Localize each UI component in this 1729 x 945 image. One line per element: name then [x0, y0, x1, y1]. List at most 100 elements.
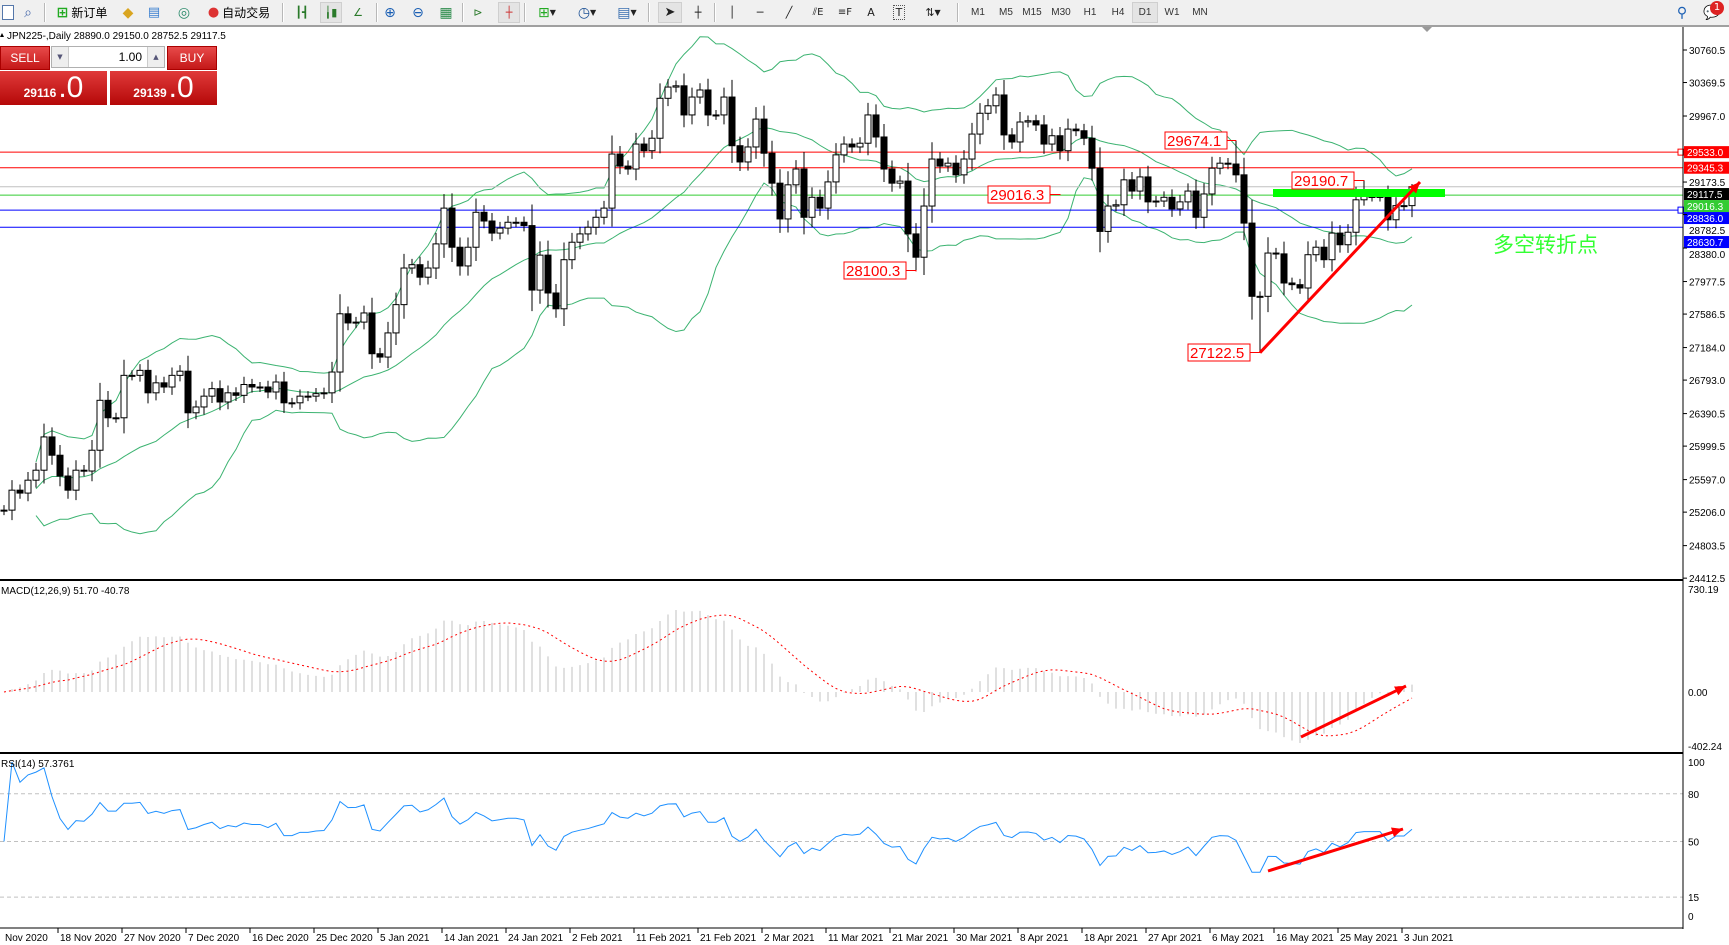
- timeframe-m1[interactable]: M1: [971, 7, 985, 18]
- bar-chart-icon[interactable]: ┃┫: [295, 6, 309, 19]
- text-tool-icon[interactable]: A: [867, 6, 875, 19]
- price-tick-label: 25999.5: [1689, 442, 1726, 453]
- buy-price[interactable]: 29139.0: [110, 71, 217, 105]
- timeframe-m30[interactable]: M30: [1051, 7, 1071, 18]
- buy-button[interactable]: BUY: [167, 46, 217, 70]
- price-annotation-box[interactable]: [1164, 131, 1228, 150]
- timeframe-m15[interactable]: M15: [1022, 7, 1042, 18]
- collapse-triangle-icon[interactable]: [0, 33, 4, 37]
- candle-bearish: [640, 143, 648, 152]
- timeframe-mn[interactable]: MN: [1192, 7, 1208, 18]
- price-tick-label: 30760.5: [1689, 46, 1726, 57]
- candle-bearish: [1168, 196, 1176, 210]
- lot-value[interactable]: 1.00: [118, 50, 142, 64]
- candle-bullish: [1400, 205, 1408, 208]
- candle-bullish: [568, 241, 576, 261]
- candle-bearish: [1336, 232, 1344, 246]
- candle-bearish: [544, 254, 552, 294]
- horizontal-line-icon[interactable]: ─: [756, 6, 764, 19]
- fibonacci-icon[interactable]: ≡F: [837, 7, 853, 18]
- candle-bullish: [152, 382, 160, 394]
- search-icon[interactable]: ⚲: [1676, 4, 1688, 21]
- time-tick-label: 16 May 2021: [1276, 933, 1334, 944]
- candle-bullish: [1312, 246, 1320, 256]
- navigator-icon[interactable]: ▤: [147, 5, 161, 20]
- horizontal-levels[interactable]: [0, 148, 1685, 228]
- annotations[interactable]: 29674.1 29016.3 28100.3 27122.5 29190.7: [843, 131, 1445, 362]
- level-price-badge: [1684, 212, 1729, 225]
- candle-bearish: [552, 292, 560, 310]
- candle-bullish: [632, 143, 640, 170]
- price-annotation-box[interactable]: [1187, 343, 1251, 362]
- candle-bullish: [1304, 254, 1312, 289]
- crosshair-icon[interactable]: ┼: [694, 6, 702, 19]
- candle-bearish: [160, 382, 168, 388]
- price-annotation-box[interactable]: [843, 261, 907, 280]
- auto-trading-button[interactable]: ● 自动交易: [207, 5, 271, 20]
- macd-panel: [3, 610, 1413, 744]
- bollinger-lower-band: [35, 177, 1413, 535]
- bollinger-upper-band: [35, 36, 1413, 463]
- time-tick-label: 21 Feb 2021: [700, 933, 757, 944]
- templates-dropdown[interactable]: ▤ ▼: [617, 4, 637, 21]
- sell-price[interactable]: 29116.0: [0, 71, 107, 105]
- zoom-out-icon[interactable]: ⊖: [412, 4, 424, 21]
- candle-bearish: [1128, 179, 1136, 192]
- trendline-icon[interactable]: ╱: [785, 6, 793, 19]
- cursor-icon[interactable]: ➤: [658, 2, 682, 23]
- equidistant-channel-icon[interactable]: ⫽E: [812, 7, 824, 18]
- candle-bullish: [240, 384, 248, 396]
- chart-shift-icon[interactable]: ┼: [498, 2, 520, 23]
- price-annotation-label: 28100.3: [846, 263, 900, 280]
- candle-bullish: [1184, 190, 1192, 203]
- lot-increase-button[interactable]: ▲: [147, 47, 164, 67]
- time-tick-label: 5 Jan 2021: [380, 933, 430, 944]
- macd-arrow[interactable]: [1300, 684, 1407, 739]
- notifications-button[interactable]: 💬 1: [1698, 1, 1726, 22]
- profiles-icon[interactable]: ⌕: [24, 4, 32, 21]
- candle-bearish: [344, 313, 352, 324]
- candle-bearish: [704, 89, 712, 116]
- trend-arrow[interactable]: [1258, 180, 1422, 354]
- lot-size-field[interactable]: ▼ 1.00 ▲: [51, 46, 165, 68]
- timeframe-h1[interactable]: H1: [1083, 7, 1097, 18]
- candlestick-chart-icon[interactable]: ╽▮: [320, 2, 342, 23]
- chart-shift-marker[interactable]: [1422, 27, 1432, 32]
- candle-bearish: [1096, 167, 1104, 232]
- rsi-arrow[interactable]: [1267, 827, 1404, 873]
- tile-windows-icon[interactable]: ▦: [439, 4, 453, 21]
- sell-button[interactable]: SELL: [0, 46, 50, 70]
- candle-bearish: [416, 264, 424, 278]
- lot-decrease-button[interactable]: ▼: [52, 47, 69, 67]
- signals-icon[interactable]: ◎: [177, 4, 191, 21]
- candle-bullish: [504, 221, 512, 229]
- candle-bearish: [480, 211, 488, 222]
- price-annotation-box[interactable]: [987, 185, 1051, 204]
- timeframe-d1[interactable]: D1: [1132, 2, 1158, 23]
- timeframe-w1[interactable]: W1: [1164, 7, 1180, 18]
- auto-scroll-icon[interactable]: ⊳: [473, 6, 483, 19]
- candle-bullish: [896, 180, 904, 184]
- price-tick-label: 28380.0: [1689, 250, 1726, 261]
- new-chart-icon[interactable]: [0, 3, 16, 22]
- zoom-in-icon[interactable]: ⊕: [384, 4, 396, 21]
- metaeditor-icon[interactable]: ◆: [122, 4, 134, 21]
- indicators-dropdown[interactable]: ⊞ ▼: [538, 4, 556, 21]
- line-chart-icon[interactable]: ∠: [353, 6, 363, 19]
- text-label-tool-icon[interactable]: T: [889, 3, 909, 22]
- time-tick-label: 30 Mar 2021: [956, 933, 1013, 944]
- price-annotation-label: 29674.1: [1167, 133, 1221, 150]
- timeframe-m5[interactable]: M5: [999, 7, 1013, 18]
- periods-dropdown[interactable]: ◷ ▼: [577, 4, 597, 21]
- arrows-dropdown[interactable]: ⇅ ▼: [925, 6, 941, 19]
- candle-bearish: [1032, 120, 1040, 126]
- rsi-tick-label: 15: [1688, 893, 1700, 904]
- time-tick-label: 25 May 2021: [1340, 933, 1398, 944]
- price-annotation-box[interactable]: [1291, 171, 1355, 190]
- new-order-button[interactable]: ⊞ 新订单: [56, 4, 108, 21]
- candle-bullish: [592, 216, 600, 228]
- timeframe-h4[interactable]: H4: [1111, 7, 1125, 18]
- macd-tick-label: 730.19: [1688, 585, 1719, 596]
- vertical-line-icon[interactable]: │: [728, 6, 736, 19]
